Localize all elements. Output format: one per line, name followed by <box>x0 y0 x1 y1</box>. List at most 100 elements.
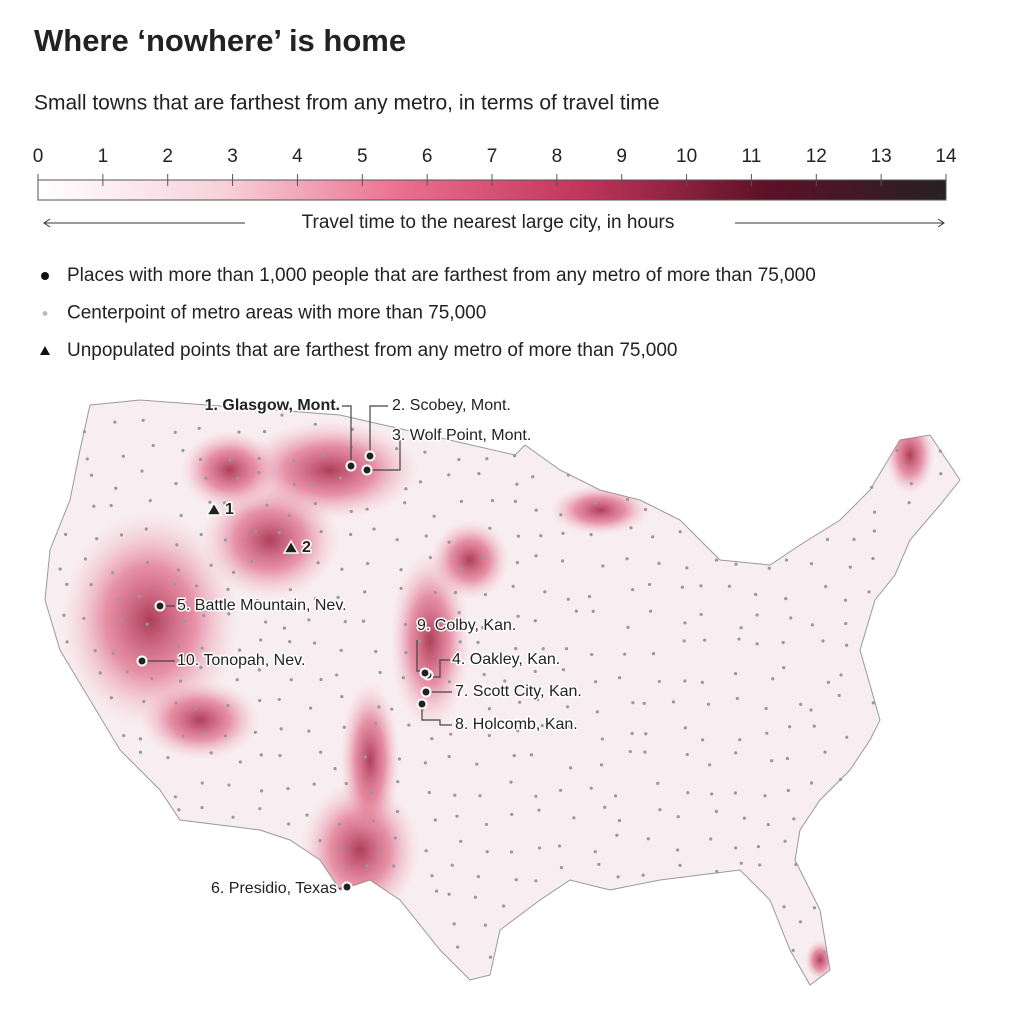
metro-dot <box>311 482 316 486</box>
metro-dot <box>119 533 124 537</box>
metro-dot <box>119 617 124 622</box>
metro-dot <box>709 837 713 841</box>
metro-dot <box>603 805 607 809</box>
metro-dot <box>739 626 743 630</box>
place-label: 4. Oakley, Kan. <box>452 651 560 668</box>
metro-dot <box>566 597 570 601</box>
metro-dot <box>644 732 648 736</box>
scale-tick-label: 12 <box>806 146 827 167</box>
metro-dot <box>871 556 875 561</box>
place-label: 9. Colby, Kan. <box>417 617 516 634</box>
scale-label: Travel time to the nearest large city, i… <box>302 212 675 233</box>
metro-dot <box>559 866 564 870</box>
leader-line <box>369 405 388 452</box>
metro-dot <box>365 561 370 566</box>
metro-dot <box>482 672 486 677</box>
metro-dot <box>715 869 719 874</box>
metro-dot <box>631 701 635 705</box>
legend-label: Places with more than 1,000 people that … <box>67 265 816 286</box>
metro-dot <box>812 906 816 910</box>
metro-dot <box>182 619 187 623</box>
metro-dot <box>82 616 86 621</box>
arrow-head <box>43 218 51 228</box>
metro-dot <box>536 698 540 702</box>
heat-blob <box>430 520 510 600</box>
metro-dot <box>837 693 841 698</box>
metro-dot <box>826 680 831 684</box>
metro-dot <box>706 702 711 706</box>
metro-dot <box>200 805 204 810</box>
metro-dot <box>138 737 142 741</box>
metro-dot <box>516 534 521 538</box>
metro-dot <box>600 737 604 741</box>
metro-dot <box>401 676 405 680</box>
metro-dot <box>589 786 593 790</box>
metro-dot <box>452 922 456 926</box>
metro-dot <box>683 726 687 730</box>
heat-blob <box>180 430 280 510</box>
metro-dot <box>541 647 545 651</box>
heat-blob <box>390 550 470 730</box>
metro-dot <box>537 808 541 812</box>
place-point <box>419 667 431 679</box>
place-label: 8. Holcomb, Kan. <box>455 716 578 733</box>
metro-dot <box>475 762 479 766</box>
metro-dot <box>280 413 284 417</box>
metro-dot <box>259 638 263 642</box>
metro-dot <box>566 473 570 477</box>
metro-dot <box>178 679 183 683</box>
metro-dot <box>277 530 281 535</box>
metro-dot <box>534 554 538 558</box>
metro-dot <box>117 597 121 601</box>
metro-dot <box>642 701 646 705</box>
metro-dot <box>727 584 731 588</box>
metro-dot <box>758 863 762 867</box>
metro-dot <box>616 875 620 879</box>
metro-dot <box>733 791 738 795</box>
metro-dot <box>177 644 181 648</box>
metro-dot <box>111 571 115 575</box>
metro-dot <box>509 780 513 784</box>
metro-dot <box>643 750 647 754</box>
metro-dot <box>822 950 826 955</box>
metro-dot <box>424 849 428 853</box>
metro-dot <box>181 448 185 453</box>
metro-dot <box>512 753 516 758</box>
metro-dot <box>403 501 407 505</box>
metro-dot <box>257 470 261 475</box>
metro-dot <box>150 676 154 681</box>
metro-dot <box>593 850 597 854</box>
metro-dot <box>344 868 349 872</box>
metro-dot <box>64 532 68 536</box>
metro-dot <box>559 513 563 517</box>
metro-dot <box>125 670 129 674</box>
metro-dot <box>253 730 257 734</box>
metro-dot <box>433 818 437 822</box>
metro-dot <box>181 734 185 738</box>
metro-dot <box>648 609 653 613</box>
metro-dot <box>574 609 578 613</box>
legend-symbol <box>42 311 48 316</box>
metro-dot <box>540 723 544 728</box>
metro-dot <box>590 652 594 657</box>
metro-dot <box>754 592 758 597</box>
metro-dot <box>764 706 768 711</box>
metro-dot <box>533 669 537 674</box>
metro-dot <box>529 753 534 757</box>
metro-dot <box>89 583 93 587</box>
metro-dot <box>349 509 353 514</box>
metro-dot <box>447 540 451 544</box>
metro-dot <box>824 584 828 589</box>
metro-dot <box>397 757 402 761</box>
scale-tick-label: 13 <box>871 146 892 167</box>
metro-dot <box>365 864 369 868</box>
metro-dot <box>823 750 827 754</box>
leader-line <box>421 708 452 726</box>
metro-dot <box>111 651 115 655</box>
metro-dot <box>539 534 543 538</box>
metro-dot <box>430 737 434 741</box>
metro-dot <box>657 679 661 684</box>
heat-blob <box>200 480 340 600</box>
metro-dot <box>557 844 562 848</box>
